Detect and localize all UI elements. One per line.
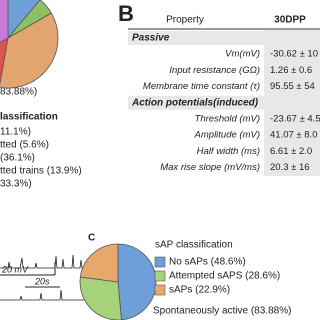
panel-label: C (88, 233, 95, 244)
panel-label: B (118, 1, 134, 26)
row-label: Threshold (mV) (195, 114, 260, 125)
legend-label: 33.3%) (0, 179, 32, 190)
pie-slice (0, 37, 9, 86)
scale-label: 20s (34, 276, 50, 286)
row-label: Max rise slope (mV/ms) (160, 162, 260, 173)
legend-label: Attempted sAPS (28.6%) (169, 271, 280, 282)
row-label: Vm(mV) (225, 49, 260, 60)
pie-slice (79, 276, 122, 320)
section-bg (128, 95, 320, 110)
legend-label: tted trains (13.9%) (0, 166, 82, 177)
trace (0, 254, 86, 269)
section-bg (128, 31, 320, 45)
row-label: Half width (ms) (197, 146, 260, 157)
table-header: Property (166, 15, 204, 26)
legend-swatch (154, 270, 166, 282)
legend-label: sAPs (22.9%) (169, 285, 230, 296)
pie-slice (0, 12, 59, 89)
legend-title: sAP classification (155, 240, 233, 251)
row-label: Input resistance (GΩ) (169, 65, 260, 76)
row-label: Membrane time constant (τ) (143, 81, 260, 92)
trace (0, 289, 86, 301)
row-value: 20.3 ± 16 (270, 162, 310, 173)
row-label: Amplitude (mV) (194, 130, 260, 141)
row-value: -23.67 ± 4.5 (270, 114, 320, 125)
row-value: 6.61 ± 2.0 (270, 146, 312, 157)
section-label: Passive (132, 33, 170, 44)
legend-swatch (154, 284, 166, 296)
legend-title: lassification (0, 112, 58, 123)
row-value: 1.26 ± 0.6 (270, 65, 312, 76)
row-value: 41.07 ± 8.0 (270, 130, 317, 141)
legend-swatch (154, 256, 166, 268)
caption: Spontaneously active (83.88%) (153, 306, 291, 317)
table-header: 30DPP (274, 15, 306, 26)
scale-label: 20 mV (1, 264, 29, 274)
legend-label: tted (5.6%) (0, 140, 49, 151)
pie-slice (117, 243, 157, 320)
legend-label: 11.1%) (0, 127, 31, 138)
row-value: 95.55 ± 54 (270, 81, 315, 92)
legend-label: No sAPs (48.6%) (169, 257, 246, 268)
pie-caption: 83.88%) (0, 87, 37, 98)
pie-slice (79, 243, 119, 283)
section-label: Action potentials(induced) (131, 97, 259, 108)
legend-label: (36.1%) (0, 153, 35, 164)
row-value: -30.62 ± 10 (270, 49, 318, 60)
pie-slice (0, 0, 9, 44)
